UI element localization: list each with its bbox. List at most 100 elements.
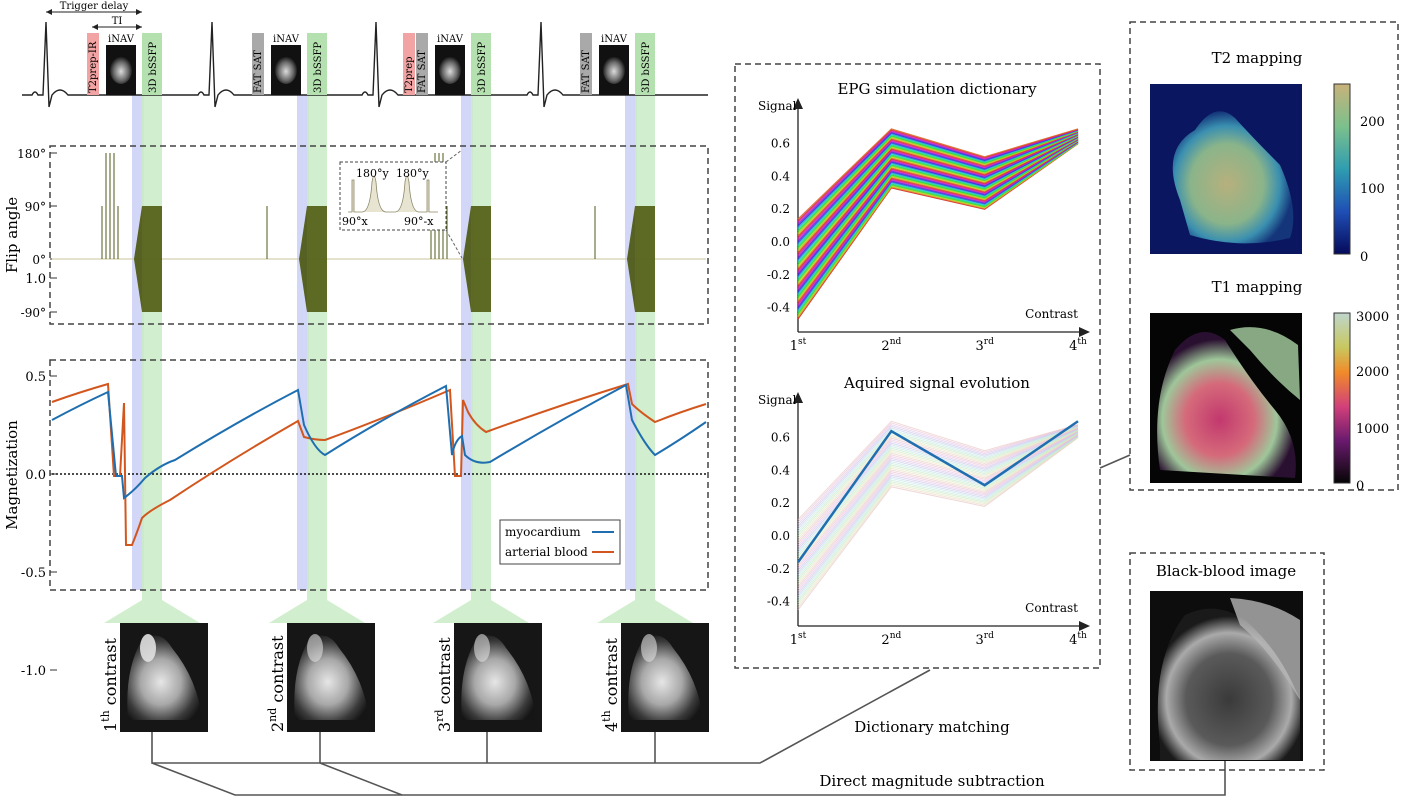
t1-map-heart [1157, 332, 1296, 478]
trigger-delay-label: Trigger delay [60, 1, 129, 12]
x-tick-suffix: st [798, 631, 807, 641]
flip-tick-label: 0° [32, 253, 46, 267]
sequence-blocks: T2prep-IR iNAV 3D bSSFP FAT SAT iNAV 3D bSSFP… [87, 33, 655, 95]
y-tick-label: -0.2 [767, 268, 790, 282]
magnetization-ticks: 1.0 0.5 0.0 -0.5 -1.0 [21, 272, 57, 679]
y-axis-label: Signal [758, 393, 797, 407]
dictionary-panel-frame [734, 63, 1101, 669]
magnetization-panel: Magnetization 1.0 0.5 0.0 -0.5 -1.0 myocardi… [3, 272, 709, 679]
contrast-image: 2nd contrast [266, 623, 375, 732]
ti-label: TI [112, 16, 123, 27]
x-axis-arrow-icon [1079, 327, 1090, 337]
bssfp-block: 3D bSSFP [142, 33, 162, 95]
y-axis-arrow-icon [793, 392, 803, 403]
epg-dictionary-chart: EPG simulation dictionary Signal Contrast 0… [758, 80, 1090, 354]
y-tick-label: 0.2 [771, 202, 790, 216]
dictionary-series-line [797, 428, 1079, 548]
dictionary-series-line [797, 128, 1079, 220]
contrast-suffix: nd [266, 708, 279, 722]
contrast-image: 3rd contrast [433, 623, 542, 732]
y-tick-label: 0.4 [771, 463, 790, 477]
readout-band [471, 95, 491, 600]
contrast-word: contrast [435, 637, 454, 710]
x-tick-suffix: th [1077, 631, 1087, 641]
t1-map-region [1230, 327, 1300, 400]
dictionary-series-line [797, 436, 1079, 608]
dictionary-matching-connector [151, 669, 931, 764]
dictionary-series-line [797, 433, 1079, 587]
x-tick-label: 1st [790, 337, 807, 354]
flip-tick-label: 180° [17, 147, 46, 161]
x-tick-number: 1 [790, 633, 798, 648]
rf-pulses [101, 153, 655, 312]
arrow-head-icon [92, 24, 98, 30]
readout-band [142, 95, 162, 600]
contrast-image-vessel [641, 634, 657, 662]
legend-box [499, 519, 621, 565]
fatsat-block: FAT SAT [252, 33, 264, 95]
y-tick-label: 0.0 [771, 235, 790, 249]
inav-block: iNAV [106, 34, 136, 95]
acquired-signal-chart: Aquired signal evolution Signal Contrast 0.… [758, 374, 1090, 648]
dictionary-series-line [797, 427, 1079, 546]
dictionary-series-line [797, 434, 1079, 590]
dictionary-series-line [797, 420, 1079, 520]
dictionary-series-line [797, 426, 1079, 539]
x-tick-label: 1st [790, 631, 807, 648]
contrast-word: contrast [602, 637, 621, 710]
t2prep-block: T2prep-IR [87, 33, 99, 95]
x-tick-label: 3rd [975, 631, 994, 648]
y-tick-label: 0.4 [771, 169, 790, 183]
magnetization-ylabel: Magnetization [3, 420, 21, 530]
prep-block-label: T2prep [404, 56, 415, 93]
arrow-head-icon [136, 24, 142, 30]
arrow-head-icon [136, 9, 142, 15]
x-tick-number: 4 [1069, 339, 1077, 354]
flip-angle-panel: Flip angle 180° 90° 0° -90° 180°y 180°y 90°… [3, 145, 709, 325]
inset-waveform [348, 175, 438, 213]
y-tick-label: 0.6 [771, 137, 790, 151]
legend: myocardium arterial blood [499, 519, 621, 565]
dictionary-series-line [797, 431, 1079, 571]
t1-map: T1 mapping 3000 2000 1000 0 [1150, 278, 1389, 494]
t1-colorbar-tick: 0 [1356, 479, 1364, 494]
contrast-label: 4th contrast [600, 637, 621, 732]
x-tick-label: 2nd [881, 337, 901, 354]
contrast-image-vessel [474, 634, 490, 662]
dictionary-series-line [797, 424, 1079, 525]
contrast-number: 4 [602, 722, 621, 732]
readout-band-flare [597, 600, 693, 623]
inav-label: iNAV [108, 34, 135, 45]
bssfp-label: 3D bSSFP [148, 42, 159, 93]
flip-tick-label: -90° [21, 306, 46, 320]
connector-segment [319, 762, 403, 796]
prep-block-label: T2prep-IR [88, 41, 99, 93]
t1-colorbar-tick: 3000 [1356, 310, 1389, 325]
x-axis-arrow-icon [1079, 621, 1090, 631]
flip-angle-frame [49, 145, 709, 325]
dictionary-series-line [797, 436, 1079, 604]
fatsat-block: FAT SAT [416, 33, 428, 95]
direct-subtraction-label: Direct magnitude subtraction [819, 772, 1045, 790]
inav-label: iNAV [273, 34, 300, 45]
x-tick-number: 3 [975, 339, 983, 354]
x-axis-label: Contrast [1025, 307, 1078, 321]
t2-colorbar-tick: 200 [1360, 115, 1385, 130]
prep-block-label: FAT SAT [581, 50, 592, 93]
x-tick-suffix: nd [890, 631, 902, 641]
contrast-image-vessel [140, 634, 156, 662]
inav-block: iNAV [435, 34, 465, 95]
bssfp-label: 3D bSSFP [641, 42, 652, 93]
contrast-word: contrast [101, 637, 120, 710]
contrast-label: 2nd contrast [266, 635, 287, 732]
inset-label-180y: 180°y [396, 167, 429, 180]
x-axis-label: Contrast [1025, 601, 1078, 615]
dictionary-series-line [797, 432, 1079, 576]
contrast-suffix: th [600, 710, 613, 722]
dictionary-series-line [797, 435, 1079, 599]
t1-colorbar-tick: 2000 [1356, 365, 1389, 380]
prep-block-label: FAT SAT [253, 50, 264, 93]
x-tick-number: 2 [881, 339, 889, 354]
